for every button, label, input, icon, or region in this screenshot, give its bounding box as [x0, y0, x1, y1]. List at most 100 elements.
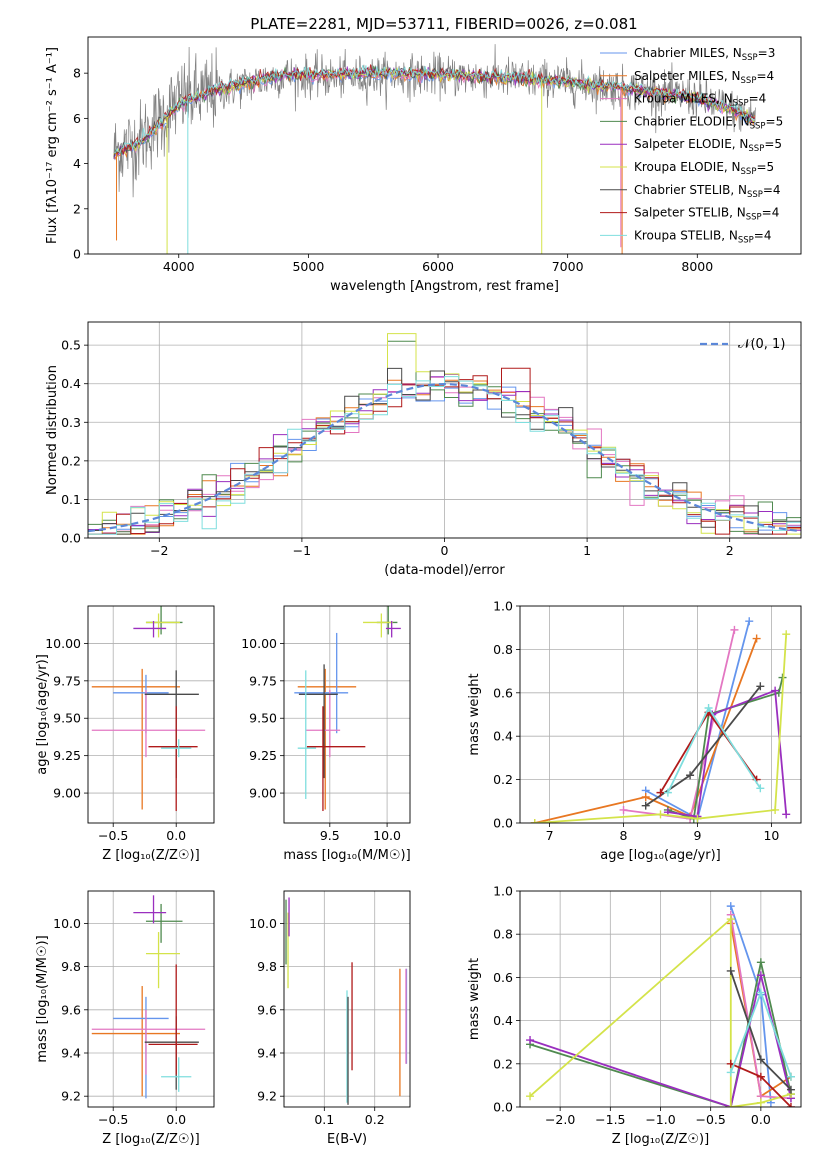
legend-label-main: Chabrier MILES, N — [634, 46, 742, 60]
legend-label-sub: SSP — [748, 144, 764, 154]
weight-marker — [641, 801, 650, 810]
y-tick-label: 10.00 — [45, 636, 81, 651]
weight-marker — [726, 1068, 735, 1077]
x-tick-label: 8 — [620, 828, 628, 843]
weight-marker — [730, 625, 739, 634]
legend-label: Salpeter ELODIE, NSSP=5 — [634, 137, 782, 154]
plot-area — [284, 606, 410, 823]
y-tick-label: 0.2 — [493, 772, 513, 787]
y-axis-label: mass [log₁₀(M/M☉)] — [35, 935, 50, 1062]
y-axis-label: mass weight — [467, 958, 482, 1040]
legend-label-main: Chabrier STELIB, N — [634, 183, 747, 197]
x-tick-label: −2 — [150, 543, 168, 558]
legend-entry: Chabrier STELIB, NSSP=4 — [600, 183, 781, 200]
y-tick-label: 9.00 — [53, 786, 81, 801]
x-tick-label: 10 — [763, 828, 779, 843]
y-tick-label: 8 — [73, 66, 81, 81]
y-tick-label: 9.6 — [257, 1002, 277, 1017]
weight-marker — [756, 988, 765, 997]
y-tick-label: 10.0 — [249, 916, 277, 931]
axes-frame — [283, 605, 411, 824]
x-tick-label: 0.2 — [365, 1112, 385, 1127]
y-axis-label: Normed distribution — [45, 365, 60, 495]
y-tick-label: 9.25 — [53, 748, 81, 763]
weight-marker — [704, 703, 713, 712]
weight-marker — [726, 966, 735, 975]
x-axis-label: wavelength [Angstrom, rest frame] — [330, 279, 559, 294]
legend-label-sub: SSP — [747, 190, 763, 200]
legend-entry: Salpeter ELODIE, NSSP=5 — [600, 137, 782, 154]
y-tick-label: 0.8 — [493, 642, 513, 657]
weight-marker — [526, 1036, 535, 1045]
weight-line — [667, 689, 788, 818]
y-tick-label: 0.0 — [493, 816, 513, 831]
axes-frame — [87, 890, 215, 1108]
legend-label-tail: =4 — [762, 206, 780, 220]
x-tick-label: −0.5 — [695, 1112, 725, 1127]
plot-area — [88, 606, 214, 823]
weight-marker — [756, 784, 765, 793]
x-axis-label: age [log₁₀(age/yr)] — [600, 848, 721, 863]
weight-marker — [786, 1085, 795, 1094]
y-tick-label: 0.0 — [493, 1100, 513, 1115]
legend-label-main: Salpeter MILES, N — [634, 69, 741, 83]
legend-label: Chabrier ELODIE, NSSP=5 — [634, 114, 783, 131]
model-spectrum-line — [113, 66, 756, 160]
legend-entry: Salpeter MILES, NSSP=4 — [600, 69, 774, 86]
weight-marker — [786, 1072, 795, 1081]
y-axis-label: mass weight — [467, 673, 482, 755]
weight-marker — [656, 788, 665, 797]
normal-curve — [88, 382, 801, 533]
plot-area — [284, 891, 410, 1107]
y-tick-label: 9.8 — [257, 959, 277, 974]
x-tick-label: −1 — [293, 543, 311, 558]
chart-panel-5: 7 8 9 10 0.0 0.2 0.4 0.6 0.8 1.0 age [log₁₀(age/yr… — [467, 599, 802, 863]
y-tick-label: 9.4 — [61, 1046, 81, 1061]
weight-marker — [771, 805, 780, 814]
legend-label-tail: =5 — [764, 137, 782, 151]
weight-marker — [530, 819, 539, 823]
x-axis-label: Z [log₁₀(Z/Z☉)] — [102, 848, 199, 863]
legend-entry: Kroupa STELIB, NSSP=4 — [600, 228, 772, 245]
legend-label: Chabrier MILES, NSSP=3 — [634, 46, 775, 63]
y-tick-label: 0.3 — [61, 415, 81, 430]
x-axis-label: E(B-V) — [327, 1132, 367, 1147]
weight-marker — [726, 915, 735, 924]
weight-marker — [756, 1098, 765, 1107]
chart-panel-1: 4000 5000 6000 7000 8000 0 2 4 6 8 wavelength [Ang… — [45, 36, 802, 294]
legend-label-tail: =4 — [754, 228, 772, 242]
y-tick-label: 10.00 — [241, 636, 277, 651]
y-tick-label: 0.1 — [61, 492, 81, 507]
y-tick-label: 9.00 — [249, 786, 277, 801]
legend-label-sub: SSP — [738, 235, 754, 245]
figure-title: PLATE=2281, MJD=53711, FIBERID=0026, z=0… — [250, 15, 637, 33]
legend-label: Salpeter STELIB, NSSP=4 — [634, 206, 779, 223]
y-tick-label: 0.5 — [61, 338, 81, 353]
weight-marker — [782, 810, 791, 819]
x-tick-label: 8000 — [681, 259, 713, 274]
y-tick-label: 9.75 — [53, 673, 81, 688]
plot-area — [520, 891, 801, 1107]
y-tick-label: 0.2 — [61, 453, 81, 468]
observed-spectrum-line — [113, 44, 756, 198]
weight-marker — [752, 634, 761, 643]
y-tick-label: 0.4 — [493, 1013, 513, 1028]
x-tick-label: 7 — [546, 828, 554, 843]
legend-entry: Kroupa ELODIE, NSSP=5 — [600, 160, 774, 177]
x-tick-label: 1 — [583, 543, 591, 558]
x-tick-label: 0.1 — [314, 1112, 334, 1127]
x-axis-label: Z [log₁₀(Z/Z☉)] — [102, 1132, 199, 1147]
plot-area — [113, 44, 756, 254]
plot-area — [88, 891, 214, 1107]
y-tick-label: 1.0 — [493, 884, 513, 899]
y-tick-label: 1.0 — [493, 599, 513, 614]
chart-panel-2: −2 −1 0 1 2 0.0 0.1 0.2 0.3 0.4 0.5 (data-model)/er… — [45, 321, 802, 578]
legend-label: Kroupa MILES, NSSP=4 — [634, 92, 766, 109]
y-tick-label: 9.75 — [249, 673, 277, 688]
weight-marker — [619, 805, 628, 814]
x-tick-label: 2 — [726, 543, 734, 558]
y-tick-label: 9.50 — [249, 711, 277, 726]
legend-label: Salpeter MILES, NSSP=4 — [634, 69, 774, 86]
x-tick-label: −1.5 — [595, 1112, 625, 1127]
x-tick-label: 4000 — [163, 259, 195, 274]
